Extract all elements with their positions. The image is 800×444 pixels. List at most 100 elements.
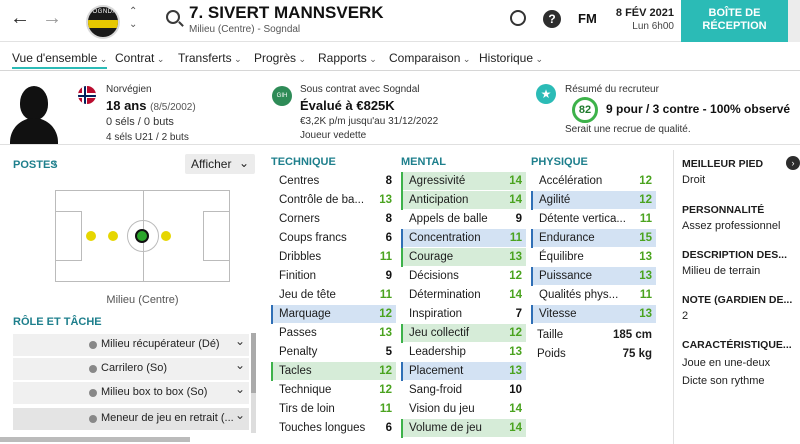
club-badge[interactable]: SOGNDAL — [86, 5, 120, 39]
norway-flag-icon[interactable] — [78, 86, 96, 104]
attr-row[interactable]: Coups francs 6 — [271, 229, 396, 248]
chevron-up-down-icon[interactable]: ⌃ ⌄ — [129, 6, 138, 30]
international-caps: 0 séls / 0 buts — [106, 116, 174, 128]
attr-row[interactable]: Passes 13 — [271, 324, 396, 343]
attr-row[interactable]: Leadership 13 — [401, 343, 526, 362]
role-dropdown[interactable]: Meneur de jeu en retrait (... — [13, 408, 249, 430]
tab-progress[interactable]: Progrès — [254, 51, 306, 65]
attr-row-highlighted[interactable]: Anticipation 14 — [401, 191, 526, 210]
tab-overview[interactable]: Vue d'ensemble — [12, 51, 108, 69]
attr-row-highlighted[interactable]: Puissance 13 — [531, 267, 656, 286]
horizontal-scrollbar[interactable] — [0, 437, 190, 442]
attr-row[interactable]: Jeu de tête 11 — [271, 286, 396, 305]
attr-row[interactable]: Tirs de loin 11 — [271, 400, 396, 419]
attr-row-highlighted[interactable]: Courage 13 — [401, 248, 526, 267]
tab-transfers[interactable]: Transferts — [178, 51, 242, 65]
technique-title: TECHNIQUE — [271, 156, 336, 168]
preferred-foot-title: MEILLEUR PIED — [682, 158, 764, 170]
attr-row[interactable]: Détente vertica... 11 — [531, 210, 656, 229]
role-dropdown[interactable]: Milieu box to box (So) — [13, 382, 249, 404]
contract-label: Sous contrat avec Sogndal — [300, 84, 420, 95]
age: 18 ans (8/5/2002) — [106, 98, 196, 113]
attr-row[interactable]: Équilibre 13 — [531, 248, 656, 267]
attr-row[interactable]: Qualités phys... 11 — [531, 286, 656, 305]
game-date: 8 FÉV 2021 — [615, 7, 674, 19]
physique-title: PHYSIQUE — [531, 156, 588, 168]
arrow-right-icon[interactable]: → — [42, 7, 62, 29]
attr-row-highlighted[interactable]: Volume de jeu 14 — [401, 419, 526, 438]
fm-logo[interactable]: FM — [578, 11, 597, 26]
position-dot — [161, 231, 171, 241]
pitch-position-label: Milieu (Centre) — [106, 294, 179, 306]
attr-row[interactable]: Accélération 12 — [531, 172, 656, 191]
scout-summary: 9 pour / 3 contre - 100% observé — [606, 102, 791, 116]
inbox-button[interactable]: BOÎTE DE RÉCEPTION — [681, 0, 788, 42]
personality-title: PERSONNALITÉ — [682, 204, 765, 216]
contract-icon[interactable]: GIH — [272, 86, 292, 106]
attr-row[interactable]: Touches longues 6 — [271, 419, 396, 438]
player-subtitle: Milieu (Centre) - Sogndal — [189, 24, 301, 35]
show-dropdown-label: Afficher — [191, 157, 232, 171]
side-panel — [673, 150, 800, 444]
attr-row-highlighted[interactable]: Tacles 12 — [271, 362, 396, 381]
attr-row-highlighted[interactable]: Marquage 12 — [271, 305, 396, 324]
tab-contract[interactable]: Contrat — [115, 51, 164, 65]
avatar — [10, 84, 58, 144]
attr-row-highlighted[interactable]: Jeu collectif 12 — [401, 324, 526, 343]
scout-title: Résumé du recruteur — [565, 84, 659, 95]
attr-row[interactable]: Technique 12 — [271, 381, 396, 400]
scout-score[interactable]: 82 — [572, 97, 598, 123]
tab-comparison[interactable]: Comparaison — [389, 51, 470, 65]
date-of-birth: (8/5/2002) — [150, 102, 196, 113]
attr-row[interactable]: Dribbles 11 — [271, 248, 396, 267]
traits-title: CARACTÉRISTIQUE... — [682, 339, 792, 351]
attr-row[interactable]: Contrôle de ba... 13 — [271, 191, 396, 210]
mental-list: Agressivité 14 Anticipation 14 Appels de b… — [401, 172, 526, 438]
chevron-down-icon: ⌄ — [238, 156, 249, 170]
pitch-diagram — [55, 190, 230, 282]
attr-row-highlighted[interactable]: Agilité 12 — [531, 191, 656, 210]
attr-row-highlighted[interactable]: Agressivité 14 — [401, 172, 526, 191]
star-icon[interactable]: ★ — [536, 84, 556, 104]
attr-row[interactable]: Penalty 5 — [271, 343, 396, 362]
description: Milieu de terrain — [682, 265, 761, 277]
role-dropdown[interactable]: Carrilero (So) — [13, 358, 249, 380]
gk-rating-title: NOTE (GARDIEN DE... — [682, 294, 793, 306]
trait-item: Joue en une-deux — [682, 357, 771, 369]
attr-row[interactable]: Finition 9 — [271, 267, 396, 286]
wage: €3,2K p/m jusqu'au 31/12/2022 — [300, 116, 439, 127]
attr-row-highlighted[interactable]: Vitesse 13 — [531, 305, 656, 324]
attr-row-highlighted[interactable]: Placement 13 — [401, 362, 526, 381]
tab-history[interactable]: Historique — [479, 51, 543, 65]
description-title: DESCRIPTION DES... — [682, 249, 788, 261]
attr-row[interactable]: Sang-froid 10 — [401, 381, 526, 400]
attr-row[interactable]: Détermination 14 — [401, 286, 526, 305]
search-icon[interactable] — [166, 10, 180, 24]
role-dropdown[interactable]: Milieu récupérateur (Dé) — [13, 334, 249, 356]
attr-row-highlighted[interactable]: Endurance 15 — [531, 229, 656, 248]
technique-list: Centres 8 Contrôle de ba... 13 Corners 8 Co… — [271, 172, 396, 438]
tab-reports[interactable]: Rapports — [318, 51, 377, 65]
globe-icon[interactable] — [510, 10, 526, 26]
top-scroll-edge — [788, 0, 800, 42]
show-dropdown[interactable]: Afficher ⌄ — [185, 154, 255, 174]
attr-row-highlighted[interactable]: Concentration 11 — [401, 229, 526, 248]
help-icon[interactable]: ? — [543, 10, 561, 28]
arrow-left-icon[interactable]: ← — [10, 7, 30, 29]
weight-row: Poids 75 kg — [537, 348, 652, 360]
trait-item: Dicte son rythme — [682, 375, 765, 387]
chevron-right-icon[interactable]: › — [53, 158, 57, 170]
squad-status: Joueur vedette — [300, 130, 367, 141]
u21-caps: 4 séls U21 / 2 buts — [106, 132, 189, 143]
chevron-right-icon[interactable]: › — [786, 156, 800, 170]
physique-list: Accélération 12 Agilité 12 Détente vertica… — [531, 172, 656, 324]
roles-scrollbar[interactable] — [251, 333, 256, 433]
gk-rating: 2 — [682, 310, 689, 322]
attr-row[interactable]: Décisions 12 — [401, 267, 526, 286]
attr-row[interactable]: Appels de balle 9 — [401, 210, 526, 229]
attr-row[interactable]: Corners 8 — [271, 210, 396, 229]
attr-row[interactable]: Vision du jeu 14 — [401, 400, 526, 419]
attr-row[interactable]: Centres 8 — [271, 172, 396, 191]
positions-title[interactable]: POSTES — [13, 159, 58, 171]
attr-row[interactable]: Inspiration 7 — [401, 305, 526, 324]
